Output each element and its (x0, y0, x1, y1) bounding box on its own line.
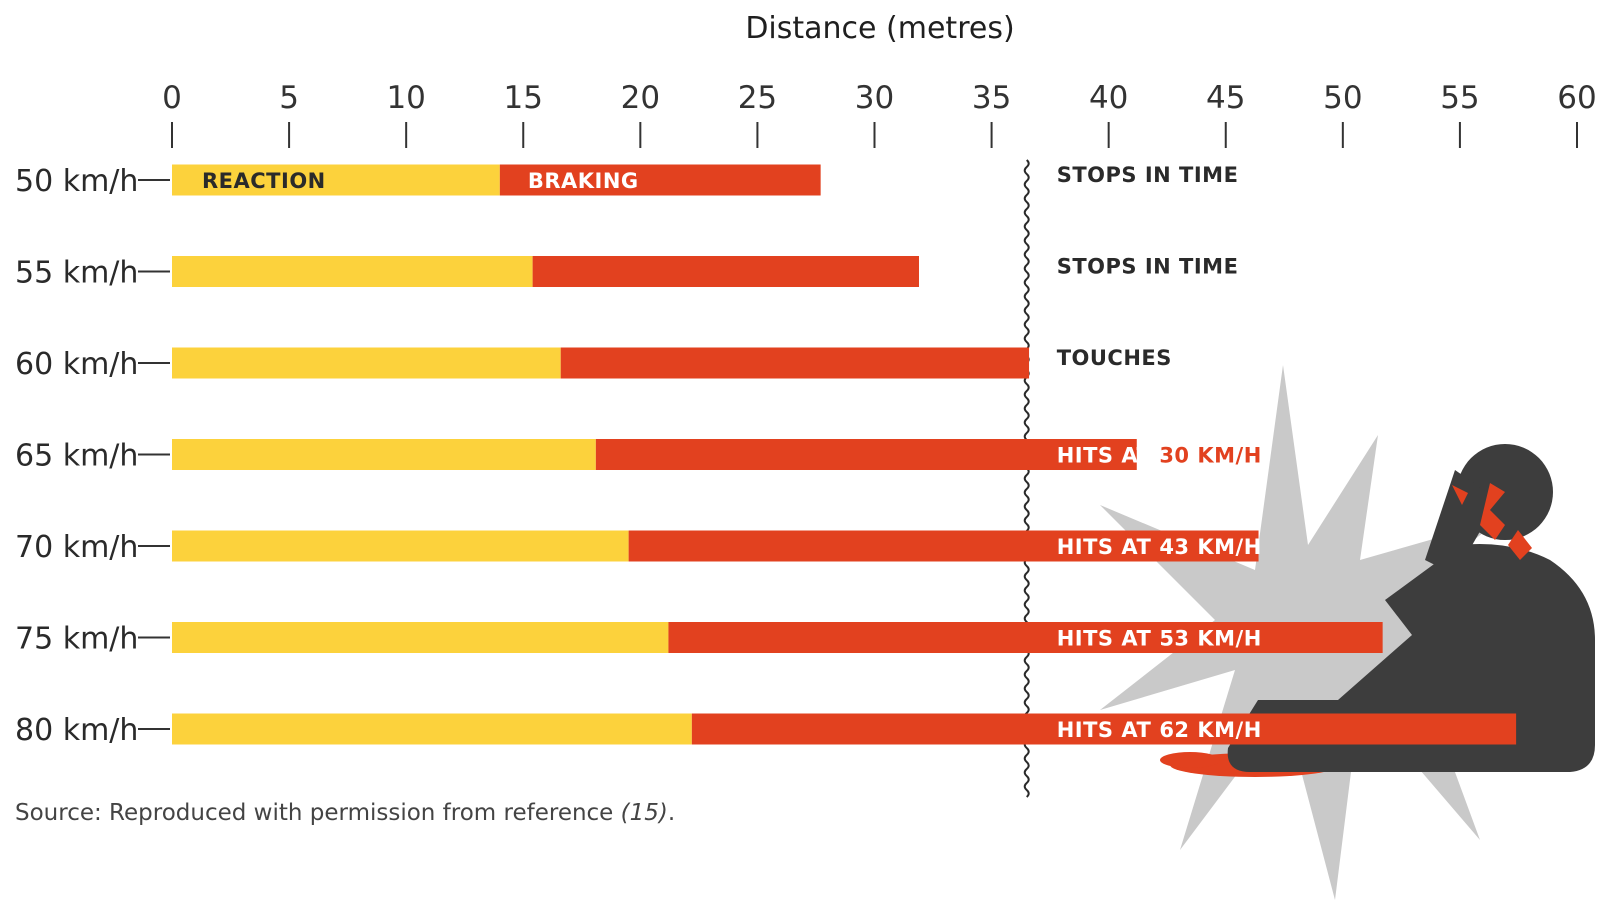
source-text: Source: Reproduced with permission from … (15, 800, 621, 826)
outcome-label: HITS AT 53 KM/H (1057, 627, 1262, 651)
x-tick-label: 45 (1206, 80, 1245, 116)
braking-bar (628, 530, 1259, 562)
impact-speed: 30 KM/H (1159, 444, 1261, 468)
bar-row: 50 km/h REACTION BRAKING STOPS IN TIME (15, 163, 1238, 199)
axis-title: Distance (metres) (745, 11, 1014, 46)
outcome-label: STOPS IN TIME (1057, 163, 1239, 187)
category-label: 80 km/h (15, 713, 138, 748)
bar-row: 80 km/h HITS AT 62 KM/H (15, 713, 1517, 748)
reaction-bar (172, 439, 596, 470)
outcome-prefix: TOUCHES (1057, 346, 1172, 370)
reaction-bar (172, 530, 629, 562)
source-ref: (15) (621, 800, 668, 826)
outcome-label: HITS AT 62 KM/H (1057, 718, 1262, 742)
x-tick-label: 60 (1557, 80, 1596, 116)
outcome-label: STOPS IN TIME (1057, 255, 1239, 279)
category-label: 75 km/h (15, 622, 138, 657)
x-tick-label: 10 (386, 80, 425, 116)
x-tick-label: 30 (855, 80, 894, 116)
braking-bar (691, 713, 1517, 745)
outcome-prefix: STOPS IN TIME (1057, 255, 1239, 279)
x-tick-label: 20 (621, 80, 660, 116)
impact-speed: 62 KM/H (1159, 718, 1261, 742)
x-tick-label: 35 (972, 80, 1011, 116)
obstacle-line (1023, 159, 1030, 798)
blood-pool-icon (1160, 752, 1220, 768)
bar-row: 65 km/h HITS AT 30 KM/H (15, 439, 1262, 474)
reaction-series-label: REACTION (202, 169, 326, 193)
impact-speed: 43 KM/H (1159, 535, 1261, 559)
outcome-prefix: HITS AT (1057, 627, 1152, 651)
x-tick-label: 0 (162, 80, 182, 116)
outcome-prefix: STOPS IN TIME (1057, 163, 1239, 187)
reaction-bar (172, 164, 500, 196)
bar-row: 75 km/h HITS AT 53 KM/H (15, 622, 1383, 657)
impact-speed: 53 KM/H (1159, 627, 1261, 651)
braking-bar (532, 256, 919, 287)
source-end: . (668, 800, 675, 826)
x-axis: 0 5 10 15 20 25 30 35 40 45 50 55 60 (162, 80, 1597, 148)
category-label: 70 km/h (15, 530, 138, 565)
outcome-label: HITS AT 43 KM/H (1057, 535, 1262, 559)
reaction-bar (172, 347, 561, 379)
bar-row: 55 km/h STOPS IN TIME (15, 255, 1238, 291)
bar-row: 60 km/h TOUCHES (15, 346, 1172, 382)
braking-bar (595, 439, 1137, 470)
x-tick-label: 50 (1323, 80, 1362, 116)
outcome-label: HITS AT 30 KM/H (1057, 444, 1262, 468)
source-note: Source: Reproduced with permission from … (15, 800, 675, 826)
reaction-bar (172, 713, 692, 745)
bar-row: 70 km/h HITS AT 43 KM/H (15, 530, 1262, 565)
reaction-bar (172, 256, 533, 287)
braking-bar (560, 347, 1030, 379)
x-tick-label: 25 (738, 80, 777, 116)
x-tick-label: 40 (1089, 80, 1128, 116)
outcome-label: TOUCHES (1057, 346, 1172, 370)
braking-series-label: BRAKING (528, 169, 639, 193)
outcome-prefix: HITS AT (1057, 535, 1152, 559)
x-tick-label: 55 (1440, 80, 1479, 116)
braking-bar (668, 622, 1383, 653)
x-tick-label: 15 (504, 80, 543, 116)
outcome-prefix: HITS AT (1057, 718, 1152, 742)
braking-bar (499, 164, 821, 196)
x-tick-label: 5 (279, 80, 299, 116)
outcome-prefix: HITS AT (1057, 444, 1152, 468)
category-label: 55 km/h (15, 256, 138, 291)
category-label: 65 km/h (15, 439, 138, 474)
reaction-bar (172, 622, 669, 653)
category-label: 60 km/h (15, 347, 138, 382)
category-label: 50 km/h (15, 164, 138, 199)
